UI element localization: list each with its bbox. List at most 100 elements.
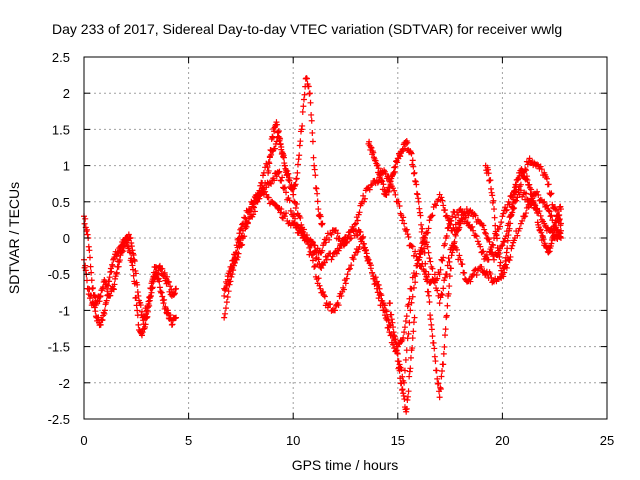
data-point	[403, 405, 410, 412]
data-point	[351, 221, 358, 228]
data-point	[130, 266, 137, 273]
y-tick-label: 0	[63, 231, 70, 246]
data-point	[378, 297, 385, 304]
data-point	[436, 271, 443, 278]
data-point	[97, 321, 104, 328]
data-point	[303, 238, 310, 245]
data-point	[432, 358, 439, 365]
data-point	[342, 239, 349, 246]
data-point	[221, 292, 228, 299]
data-point	[456, 252, 463, 259]
data-point	[238, 225, 245, 232]
data-point	[472, 212, 479, 219]
data-point	[146, 302, 153, 309]
data-point	[405, 233, 412, 240]
data-point	[546, 208, 553, 215]
data-point	[281, 184, 288, 191]
data-point	[442, 240, 449, 247]
data-point	[131, 280, 138, 287]
data-point	[402, 318, 409, 325]
data-point	[111, 281, 118, 288]
data-point	[332, 227, 339, 234]
data-point	[392, 191, 399, 198]
data-point	[269, 134, 276, 141]
data-point	[320, 292, 327, 299]
data-point	[278, 206, 285, 213]
data-point	[319, 220, 326, 227]
data-point	[307, 99, 314, 106]
data-point	[362, 247, 369, 254]
data-point	[222, 310, 229, 317]
data-point	[305, 83, 312, 90]
data-point	[292, 181, 299, 188]
y-tick-label: 0.5	[52, 195, 70, 210]
data-point	[370, 275, 377, 282]
data-point	[247, 205, 254, 212]
data-point	[428, 326, 435, 333]
data-point	[538, 229, 545, 236]
data-point	[300, 231, 307, 238]
data-point	[104, 292, 111, 299]
data-point	[356, 209, 363, 216]
data-point	[311, 166, 318, 173]
data-point	[444, 262, 451, 269]
data-point	[103, 281, 110, 288]
data-point	[239, 221, 246, 228]
data-point	[406, 373, 413, 380]
data-point	[156, 278, 163, 285]
data-point	[222, 305, 229, 312]
data-point	[516, 172, 523, 179]
data-point	[433, 367, 440, 374]
data-point	[291, 215, 298, 222]
data-point	[425, 292, 432, 299]
data-point	[376, 292, 383, 299]
data-point	[429, 265, 436, 272]
data-point	[427, 279, 434, 286]
data-point	[113, 269, 120, 276]
data-point	[499, 213, 506, 220]
data-point	[328, 256, 335, 263]
data-point	[314, 190, 321, 197]
data-point	[86, 247, 93, 254]
data-point	[491, 256, 498, 263]
data-point	[262, 188, 269, 195]
data-point	[401, 220, 408, 227]
data-point	[277, 135, 284, 142]
data-point	[153, 264, 160, 271]
data-point	[221, 314, 228, 321]
data-point	[410, 328, 417, 335]
data-point	[526, 155, 533, 162]
series-track-i	[482, 162, 564, 278]
y-tick-label: 1	[63, 159, 70, 174]
data-point	[265, 167, 272, 174]
data-point	[504, 237, 511, 244]
data-point	[390, 169, 397, 176]
data-point	[291, 211, 298, 218]
data-point	[534, 188, 541, 195]
data-point	[457, 220, 464, 227]
data-point	[417, 251, 424, 258]
data-point	[101, 307, 108, 314]
data-point	[409, 293, 416, 300]
data-point	[232, 249, 239, 256]
data-point	[508, 211, 515, 218]
chart-title: Day 233 of 2017, Sidereal Day-to-day VTE…	[52, 21, 562, 37]
data-point	[320, 288, 327, 295]
data-point	[481, 226, 488, 233]
data-point	[557, 206, 564, 213]
data-point	[534, 209, 541, 216]
series-track-h	[386, 300, 418, 415]
data-point	[161, 269, 168, 276]
y-tick-label: -2	[58, 376, 70, 391]
data-point	[103, 297, 110, 304]
data-point	[88, 269, 95, 276]
data-point	[440, 361, 447, 368]
data-point	[499, 271, 506, 278]
data-points	[81, 75, 564, 415]
data-point	[473, 271, 480, 278]
data-point	[173, 314, 180, 321]
data-point	[365, 256, 372, 263]
data-point	[338, 292, 345, 299]
data-point	[401, 145, 408, 152]
data-point	[167, 283, 174, 290]
